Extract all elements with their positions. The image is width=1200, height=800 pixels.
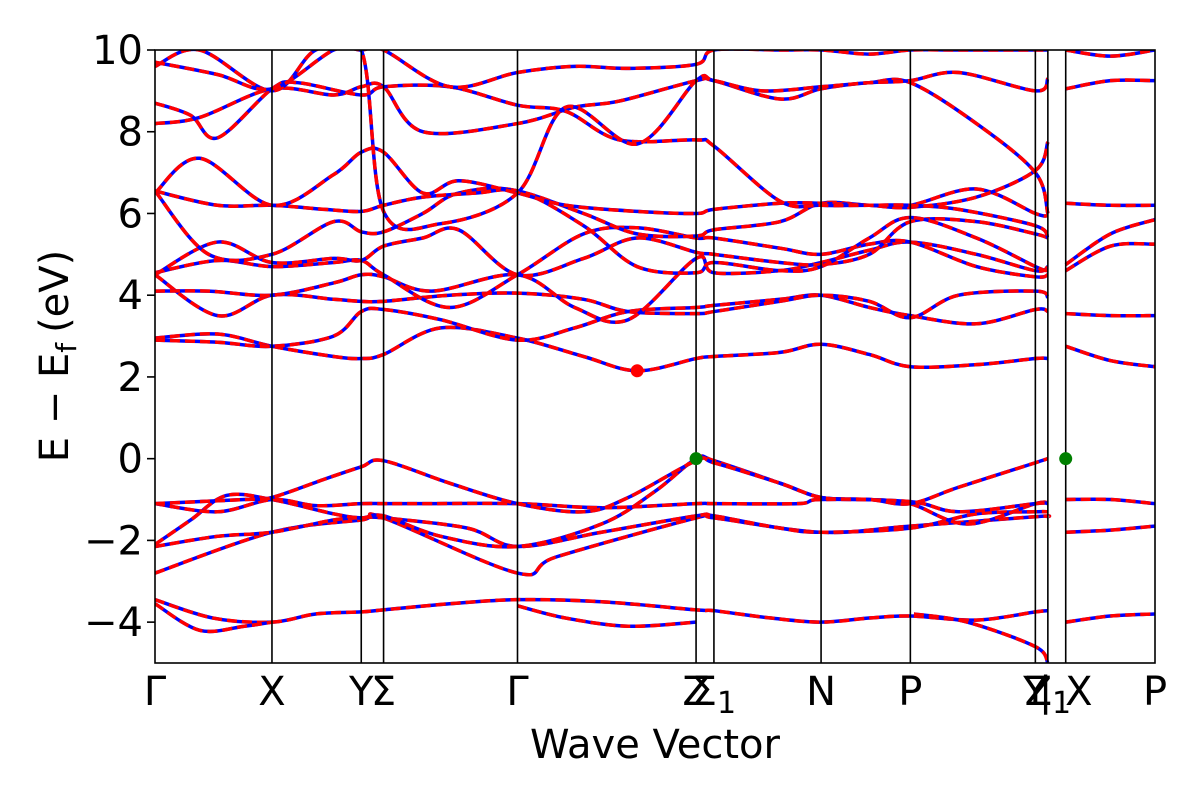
x-tick-label-11: | X	[1039, 669, 1093, 715]
x-tick-label-5: Z	[682, 669, 709, 715]
band-12-overlay	[155, 325, 1048, 373]
y-tick-label-1: −2	[84, 518, 143, 564]
x-tick-label-9: Y	[1022, 669, 1048, 715]
x-tick-label-4: Γ	[506, 669, 529, 715]
band-25-overlay	[1065, 344, 1155, 369]
x-tick-label-12: P	[1143, 669, 1167, 715]
band-edge-marker-2	[1059, 452, 1073, 466]
band-18-primary	[155, 186, 1049, 275]
y-axis-title-subscript: f	[50, 342, 83, 353]
x-tick-label-8: P	[898, 669, 922, 715]
x-tick-label-0: Γ	[144, 669, 167, 715]
y-axis-title: E − Ef (eV)	[32, 250, 83, 463]
band-1-overlay	[155, 602, 273, 634]
x-tick-label-1: X	[258, 669, 285, 715]
band-24-overlay	[155, 50, 1048, 92]
band-29-overlay	[1065, 201, 1155, 208]
band-2-overlay	[517, 604, 697, 629]
band-15-overlay	[155, 240, 1049, 325]
x-tick-label-2: Y	[348, 669, 374, 715]
y-tick-label-7: 10	[92, 28, 143, 74]
band-3-overlay	[913, 612, 1050, 663]
x-tick-label-3: Σ	[371, 669, 396, 715]
y-tick-label-3: 2	[118, 355, 143, 401]
band-31-overlay	[1065, 50, 1155, 58]
band-21-overlay	[155, 76, 1050, 214]
band-11-overlay	[1065, 497, 1155, 506]
band-15-primary	[155, 240, 1049, 325]
band-17-overlay	[155, 216, 1049, 278]
band-edge-marker-0	[630, 364, 644, 378]
y-tick-label-4: 4	[118, 273, 143, 319]
band-10-overlay	[1065, 524, 1155, 534]
y-tick-label-5: 6	[118, 191, 143, 237]
y-axis-title-main: E − E	[32, 353, 78, 463]
x-tick-label-10: Z1	[1025, 669, 1072, 721]
band-18-overlay	[155, 186, 1049, 275]
band-23-overlay	[155, 50, 1050, 232]
band-30-overlay	[1065, 78, 1155, 91]
band-28-overlay	[1064, 217, 1155, 266]
y-tick-label-6: 8	[118, 110, 143, 156]
x-axis-title: Wave Vector	[530, 722, 781, 768]
band-edge-marker-1	[689, 452, 703, 466]
x-tick-label-7: N	[806, 669, 836, 715]
y-tick-label-0: −4	[84, 600, 143, 646]
band-27-overlay	[1064, 241, 1155, 273]
band-5-overlay	[155, 509, 1048, 549]
band-9-overlay	[1065, 612, 1155, 624]
band-26-overlay	[1065, 311, 1155, 318]
y-axis-title-unit: (eV)	[32, 250, 78, 333]
band-0-overlay	[155, 597, 1049, 625]
band-14-overlay	[155, 273, 1050, 320]
x-tick-label-6: Σ1	[692, 669, 736, 721]
band-21-primary	[155, 76, 1050, 214]
plot-frame	[154, 49, 1156, 664]
y-tick-label-2: 0	[118, 437, 143, 483]
